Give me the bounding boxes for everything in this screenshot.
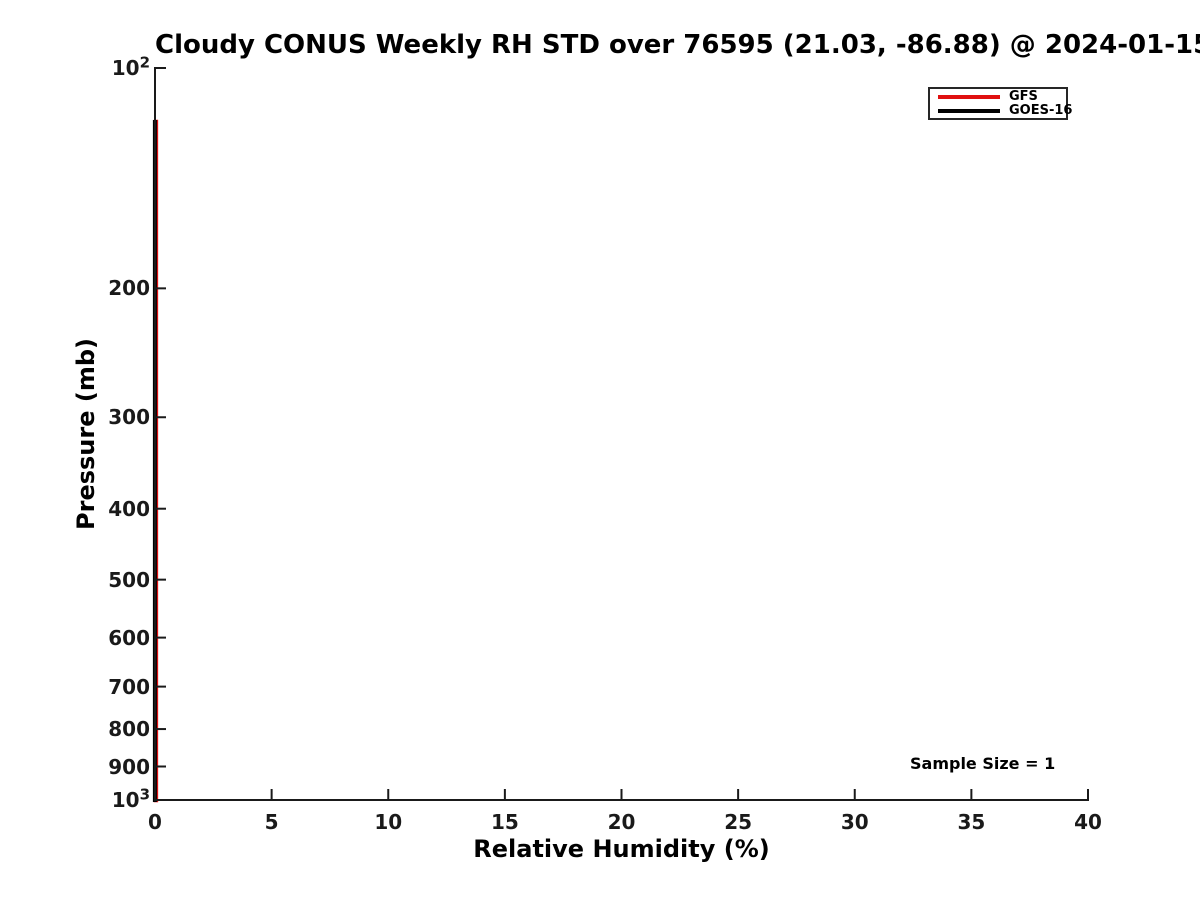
x-tick-label: 0: [148, 810, 162, 834]
x-axis-label: Relative Humidity (%): [473, 835, 770, 863]
y-tick-label: 102: [111, 53, 150, 80]
sample-size-annotation: Sample Size = 1: [910, 754, 1056, 773]
legend-line-swatch: [938, 94, 1000, 99]
x-tick-label: 15: [490, 810, 519, 834]
chart-title: Cloudy CONUS Weekly RH STD over 76595 (2…: [155, 30, 1200, 60]
x-tick-label: 10: [374, 810, 403, 834]
legend: GFS GOES-16: [928, 87, 1072, 120]
legend-entry-label: GOES-16: [1009, 103, 1073, 118]
y-tick-label: 700: [108, 674, 150, 699]
x-tick-label: 30: [840, 810, 869, 834]
x-tick-label: 35: [957, 810, 986, 834]
y-tick-label: 500: [108, 567, 150, 592]
y-tick-label: 800: [108, 717, 150, 742]
y-tick-label: 900: [108, 754, 150, 779]
legend-entry-label: GFS: [1009, 89, 1038, 104]
legend-line-swatch: [938, 108, 1000, 113]
y-tick-label: 600: [108, 625, 150, 650]
y-tick-label: 200: [108, 276, 150, 301]
y-tick-label: 400: [108, 496, 150, 521]
legend-entry: GOES-16: [930, 103, 1072, 118]
x-tick-label: 5: [264, 810, 279, 834]
x-tick-label: 25: [724, 810, 753, 834]
x-tick-label: 20: [607, 810, 636, 834]
y-tick-label: 103: [111, 785, 150, 812]
y-tick-label: 300: [108, 405, 150, 430]
x-tick-label: 40: [1074, 810, 1102, 834]
legend-entry: GFS: [930, 89, 1066, 104]
